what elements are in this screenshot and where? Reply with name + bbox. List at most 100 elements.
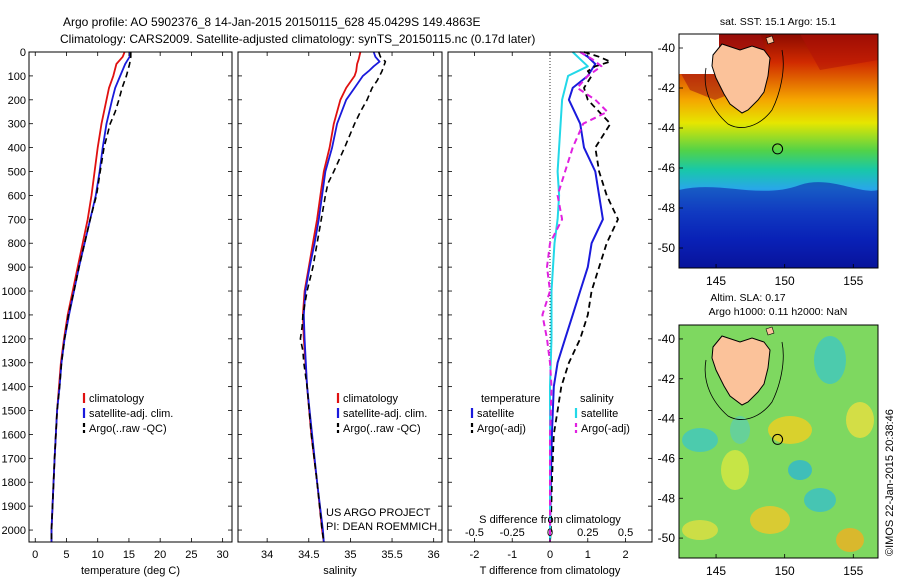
- depth-tick-label: 300: [8, 119, 26, 131]
- x-tick-label: 20: [154, 549, 166, 561]
- panel-frame: [237, 51, 443, 543]
- x-tick-label: 36: [428, 549, 440, 561]
- figure-title-line1: Argo profile: AO 5902376_8 14-Jan-2015 2…: [63, 15, 480, 29]
- figure-title-line2: Climatology: CARS2009. Satellite-adjuste…: [60, 32, 535, 46]
- legend-title: temperature: [481, 393, 540, 405]
- map-y-tick-label: -46: [658, 161, 676, 175]
- x-tick-label: 2: [622, 549, 628, 561]
- s-diff-tick-label: 0.25: [577, 527, 598, 539]
- x-tick-label: 10: [92, 549, 104, 561]
- pi-annotation: PI: DEAN ROEMMICH: [326, 521, 437, 533]
- s-diff-tick-label: -0.25: [500, 527, 525, 539]
- legend-label: climatology: [343, 393, 399, 405]
- series-difference-2: [549, 51, 589, 542]
- sst-map-frame: [678, 33, 879, 269]
- x-tick-label: 0: [547, 549, 553, 561]
- legend-label: Argo(..raw -QC): [89, 423, 167, 435]
- s-diff-tick-label: -0.5: [465, 527, 484, 539]
- panel-temperature: 0100200300400500600700800900100011001200…: [2, 47, 233, 577]
- map-y-tick-label: -42: [658, 81, 676, 95]
- series-temperature-0: [50, 51, 126, 542]
- series-difference-0: [549, 51, 604, 542]
- sla-blob: [814, 336, 846, 384]
- x-tick-label: 0: [32, 549, 38, 561]
- sla-blob: [846, 402, 874, 438]
- depth-tick-label: 1800: [2, 477, 26, 489]
- map-x-tick-label: 145: [706, 564, 726, 578]
- map-x-tick-label: 155: [843, 274, 863, 288]
- argo-float-marker: [772, 143, 784, 155]
- series-difference-3: [541, 51, 609, 542]
- depth-tick-label: 1700: [2, 453, 26, 465]
- map-y-tick-label: -48: [658, 201, 676, 215]
- sla-map: Altim. SLA: 0.17 Argo h1000: 0.11 h2000:…: [658, 292, 879, 578]
- depth-tick-label: 500: [8, 167, 26, 179]
- sla-map-title-line1: Altim. SLA: 0.17: [710, 292, 785, 304]
- sla-map-axes: 145 150 155 -40 -42 -44 -46 -48 -50: [658, 332, 864, 578]
- map-y-tick-label: -46: [658, 451, 676, 465]
- depth-tick-label: 1200: [2, 334, 26, 346]
- depth-tick-label: 1000: [2, 286, 26, 298]
- series-salinity-1: [302, 51, 381, 543]
- sla-blob: [721, 450, 749, 490]
- x-tick-label: 34: [261, 549, 273, 561]
- x-tick-label: 25: [185, 549, 197, 561]
- depth-tick-label: 2000: [2, 525, 26, 537]
- legend-label: climatology: [89, 393, 145, 405]
- legend-label: satellite: [581, 408, 618, 420]
- depth-tick-label: 1400: [2, 382, 26, 394]
- x-tick-label: 35: [344, 549, 356, 561]
- legend-title: salinity: [580, 393, 614, 405]
- panel-difference: -2 -1 0 1 2 -0.5 -0.25 0 0.25 0.5S difference fro…: [447, 51, 653, 577]
- x-axis-label: salinity: [323, 565, 357, 577]
- s-diff-tick-label: 0: [547, 527, 553, 539]
- island-land: [765, 35, 775, 45]
- legend-label: Argo(..raw -QC): [343, 423, 421, 435]
- map-y-tick-label: -44: [658, 412, 676, 426]
- pi-annotation: US ARGO PROJECT: [326, 507, 431, 519]
- argo-float-marker: [772, 433, 784, 445]
- depth-tick-label: 1500: [2, 406, 26, 418]
- x-tick-label: 35.5: [381, 549, 402, 561]
- sst-warm-patch-east: [800, 34, 878, 70]
- sla-blob: [750, 506, 790, 534]
- map-x-tick-label: 150: [775, 564, 795, 578]
- sla-map-title-line2: Argo h1000: 0.11 h2000: NaN: [709, 306, 848, 318]
- isobath-contour: [704, 341, 784, 420]
- profile-panels: 0100200300400500600700800900100011001200…: [2, 47, 653, 577]
- map-x-tick-label: 155: [843, 564, 863, 578]
- isobath-contour: [704, 49, 784, 128]
- legend-label: satellite-adj. clim.: [89, 408, 173, 420]
- island-land: [765, 326, 775, 336]
- panel-frame: [28, 51, 233, 543]
- series-salinity-2: [299, 51, 387, 543]
- s-diff-tick-label: 0.5: [618, 527, 633, 539]
- depth-tick-label: 1100: [2, 310, 26, 322]
- legend-label: satellite: [477, 408, 514, 420]
- map-y-tick-label: -44: [658, 121, 676, 135]
- sla-blob: [788, 460, 812, 480]
- x-tick-label: 15: [123, 549, 135, 561]
- map-y-tick-label: -50: [658, 531, 676, 545]
- map-y-tick-label: -42: [658, 372, 676, 386]
- tasmania-land: [711, 335, 771, 406]
- series-difference-1: [549, 51, 619, 543]
- map-x-tick-label: 150: [775, 274, 795, 288]
- map-y-tick-label: -40: [658, 41, 676, 55]
- legend-label: Argo(-adj): [477, 423, 526, 435]
- sla-blob: [730, 416, 750, 444]
- depth-tick-label: 100: [8, 71, 26, 83]
- map-x-tick-label: 145: [706, 274, 726, 288]
- depth-tick-label: 0: [20, 47, 26, 59]
- x-tick-label: -2: [470, 549, 480, 561]
- depth-tick-label: 1300: [2, 358, 26, 370]
- sla-blob: [804, 488, 836, 512]
- map-y-tick-label: -50: [658, 241, 676, 255]
- credit-timestamp: ©IMOS 22-Jan-2015 20:38:46: [884, 409, 896, 556]
- sst-map-axes: 145 150 155 -40 -42 -44 -46 -48 -50: [658, 41, 864, 288]
- map-y-tick-label: -40: [658, 332, 676, 346]
- series-temperature-1: [50, 51, 132, 542]
- x-axis-label: temperature (deg C): [81, 565, 180, 577]
- s-diff-axis-label: S difference from climatology: [479, 514, 621, 526]
- legend-label: satellite-adj. clim.: [343, 408, 427, 420]
